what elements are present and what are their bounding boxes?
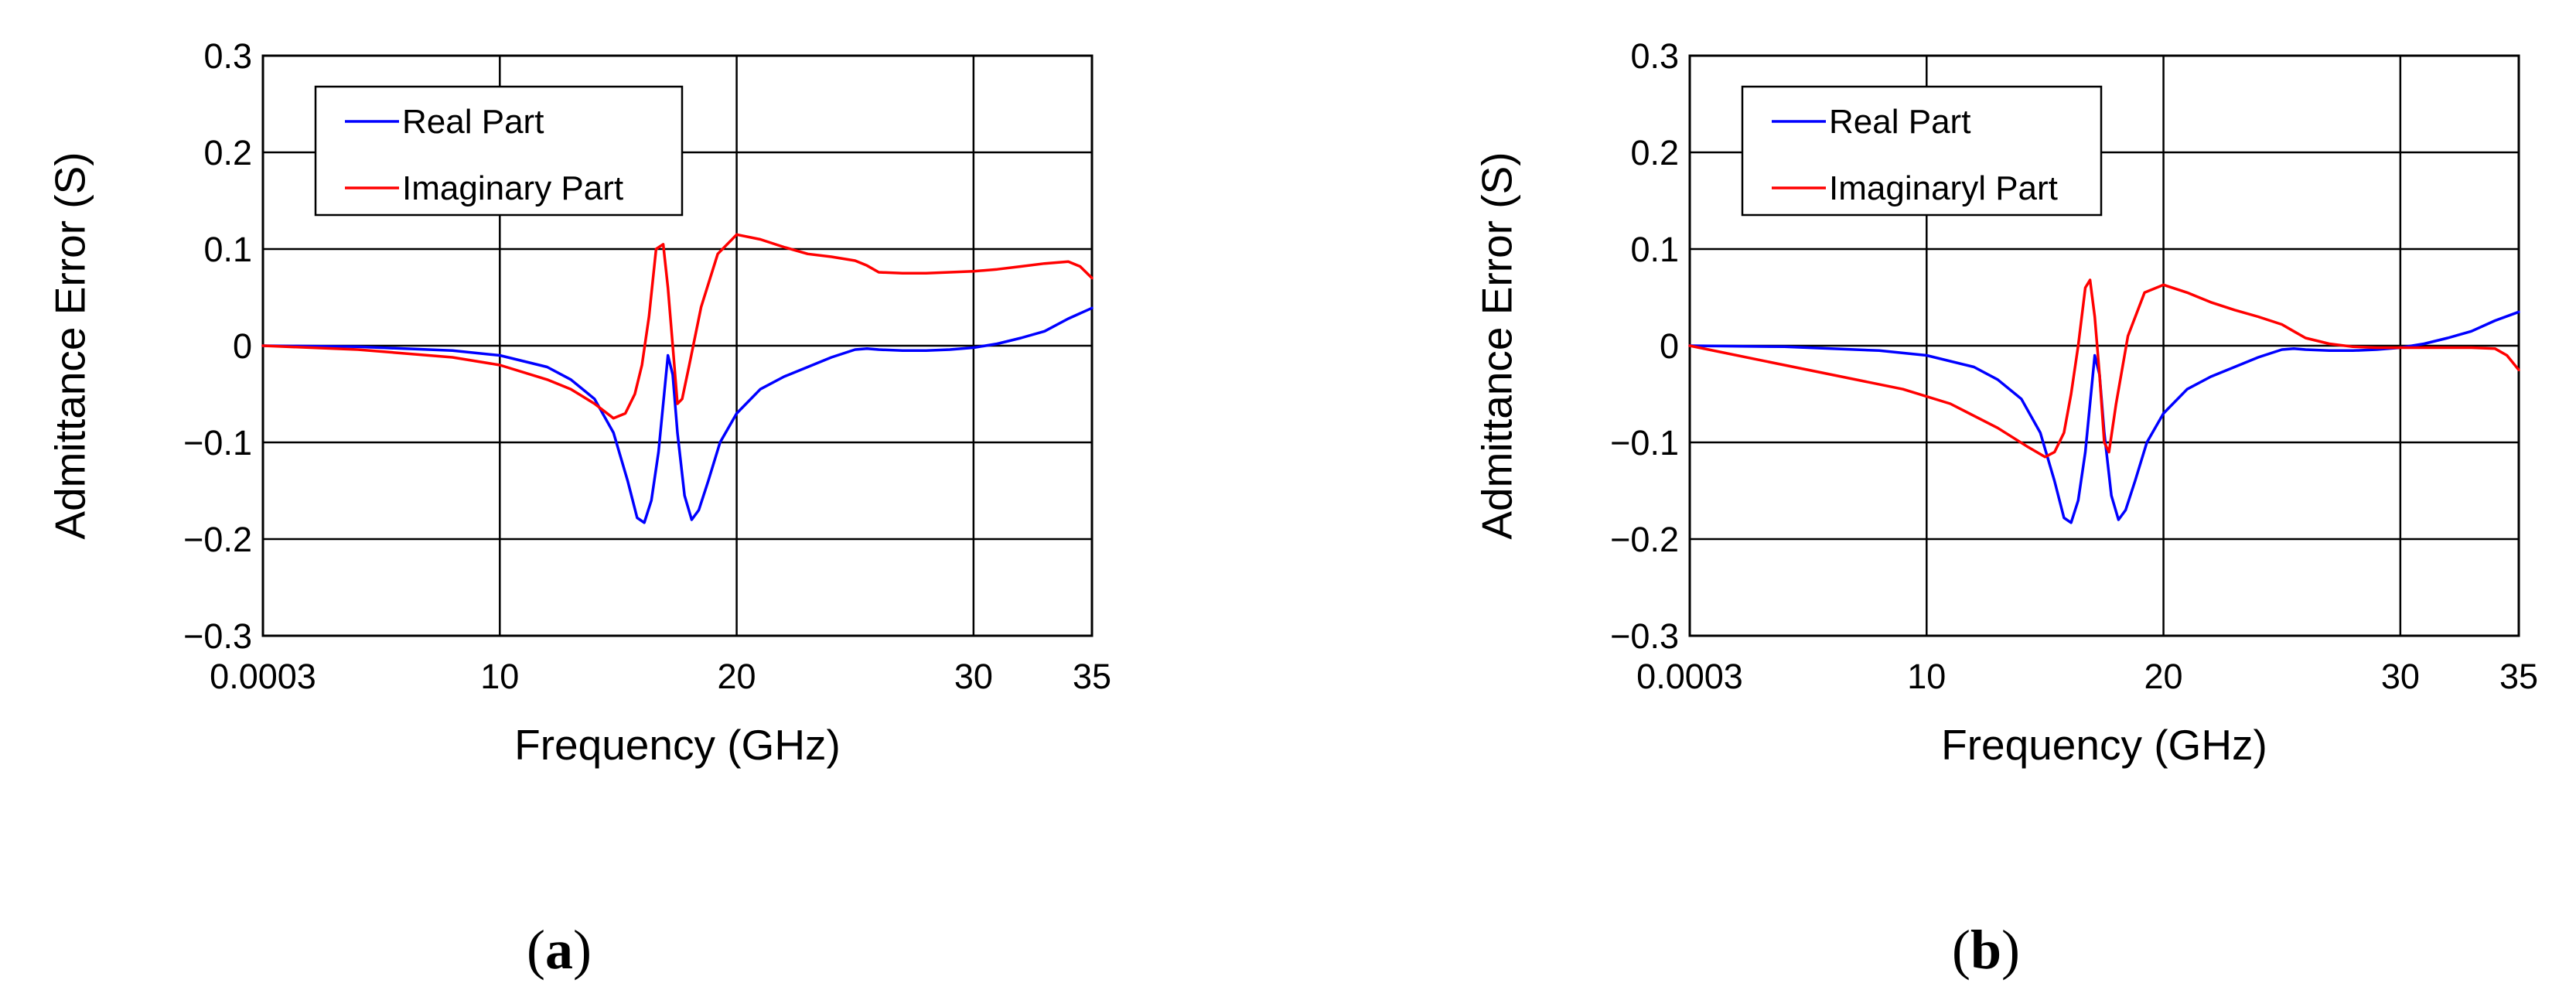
y-tick-label: 0 — [1660, 326, 1679, 366]
y-tick-label: −0.3 — [1610, 616, 1679, 656]
y-tick-label: 0.3 — [1630, 36, 1679, 76]
x-tick-labels: 0.0003 10 20 30 35 — [1636, 657, 2538, 696]
panel-letter: b — [1970, 919, 2001, 981]
legend-box — [1741, 85, 2103, 217]
y-tick-label: 0.1 — [1630, 230, 1679, 269]
x-tick-label: 35 — [1073, 657, 1111, 696]
x-axis-label: Frequency (GHz) — [514, 721, 841, 769]
legend-entry: Imaginaryl Part — [1829, 169, 2058, 207]
x-axis-label: Frequency (GHz) — [1941, 721, 2267, 769]
y-axis-label: Admittance Error (S) — [46, 152, 94, 539]
y-tick-label: 0.3 — [203, 36, 252, 76]
legend-entry: Real Part — [402, 103, 544, 141]
panel-label: (b) — [1952, 919, 2020, 981]
legend: Real Part Imaginaryl Part — [1741, 85, 2103, 217]
x-tick-label: 10 — [480, 657, 519, 696]
series-line-real-part — [261, 306, 1094, 524]
x-tick-label: 35 — [2499, 657, 2538, 696]
y-axis-label: Admittance Error (S) — [1473, 152, 1521, 539]
data-series — [261, 233, 1094, 524]
x-tick-label: 30 — [2381, 657, 2420, 696]
chart-panel-a: 0.3 0.2 0.1 0 −0.1 −0.2 −0.3 0.0003 10 20 30 35 Ad… — [46, 36, 1112, 981]
y-tick-label: −0.3 — [183, 616, 252, 656]
x-tick-label: 30 — [954, 657, 993, 696]
panel-label: (a) — [527, 919, 592, 981]
x-tick-label: 0.0003 — [210, 657, 316, 696]
y-tick-label: 0.1 — [203, 230, 252, 269]
y-tick-label: −0.1 — [1610, 423, 1679, 463]
chart-panel-b: 0.3 0.2 0.1 0 −0.1 −0.2 −0.3 0.0003 10 20 30 35 Ad… — [1473, 36, 2539, 981]
y-tick-label: 0.2 — [1630, 133, 1679, 172]
series-line-imaginaryl-part — [1688, 278, 2520, 459]
legend: Real Part Imaginary Part — [314, 85, 684, 217]
series-line-real-part — [1688, 310, 2520, 524]
x-tick-label: 10 — [1907, 657, 1946, 696]
legend-entry: Imaginary Part — [402, 169, 623, 207]
y-tick-label: 0 — [233, 326, 252, 366]
series-line-imaginary-part — [261, 233, 1094, 420]
legend-entry: Real Part — [1829, 103, 1970, 141]
panel-letter: a — [545, 919, 573, 981]
y-tick-label: −0.1 — [183, 423, 252, 463]
y-tick-label: 0.2 — [203, 133, 252, 172]
x-tick-label: 0.0003 — [1636, 657, 1743, 696]
y-tick-label: −0.2 — [183, 520, 252, 559]
y-tick-labels: 0.3 0.2 0.1 0 −0.1 −0.2 −0.3 — [183, 36, 252, 656]
data-series — [1688, 278, 2520, 524]
y-tick-label: −0.2 — [1610, 520, 1679, 559]
y-tick-labels: 0.3 0.2 0.1 0 −0.1 −0.2 −0.3 — [1610, 36, 1679, 656]
legend-box — [314, 85, 684, 217]
x-tick-label: 20 — [718, 657, 756, 696]
x-tick-label: 20 — [2144, 657, 2183, 696]
x-tick-labels: 0.0003 10 20 30 35 — [210, 657, 1111, 696]
